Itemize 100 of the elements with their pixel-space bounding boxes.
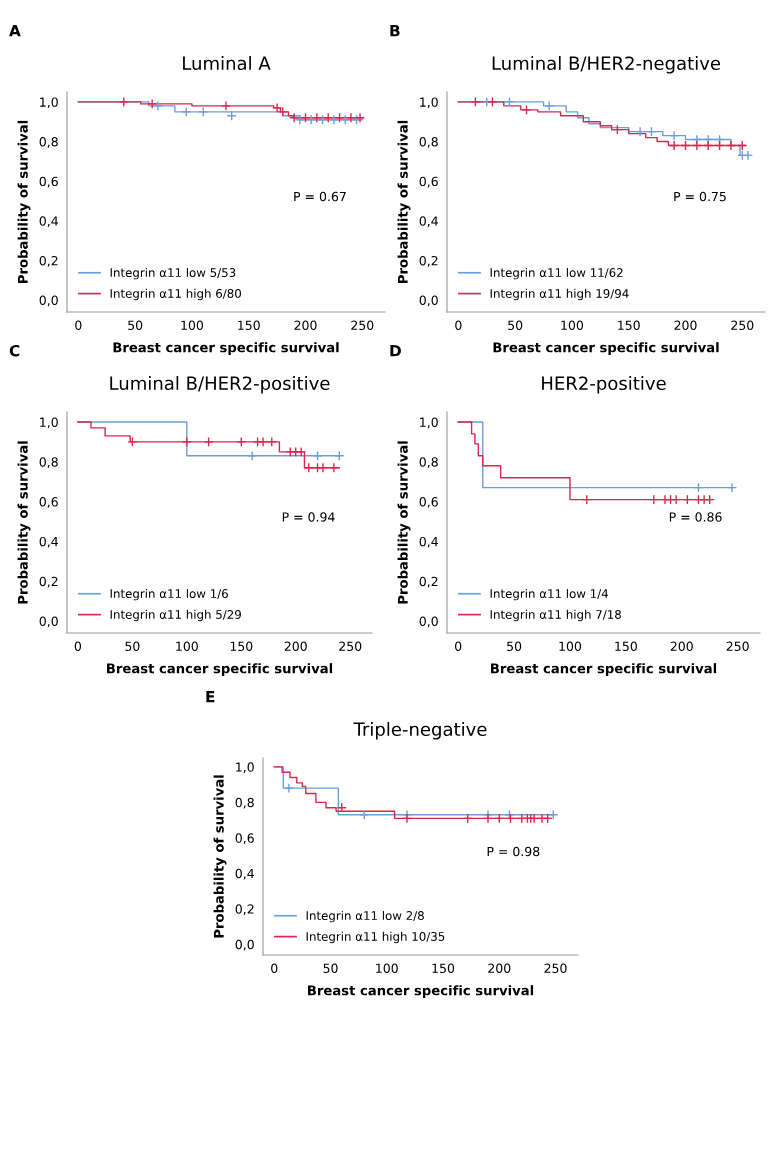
legend-label: Integrin α11 low 1/4	[490, 588, 609, 601]
point	[725, 140, 737, 151]
y-tick-label: 1,0	[420, 417, 438, 429]
y-tick-label: 0,4	[235, 868, 254, 880]
y-tick-label: 0,4	[419, 536, 438, 548]
point	[296, 446, 307, 457]
annotation: P = 0.75	[674, 191, 726, 202]
chart-title: Luminal B/HER2-negative	[492, 56, 721, 74]
x-tick-label: 100	[176, 641, 198, 652]
x-tick-label: 50	[128, 320, 143, 331]
x-axis-title: Breast cancer specific survival	[491, 663, 717, 676]
y-tick-label: 0,4	[419, 216, 438, 228]
point	[236, 436, 247, 447]
x-tick-label: 250	[544, 963, 567, 974]
point	[487, 96, 498, 107]
legend-label: Integrin α11 low 5/53	[110, 267, 236, 280]
legend-label: Integrin α11 high 5/29	[110, 609, 241, 622]
y-tick-label: 0,0	[419, 616, 438, 628]
point	[317, 462, 329, 473]
y-tick-label: 0,4	[39, 216, 58, 228]
point	[669, 140, 680, 151]
x-tick-label: 150	[238, 320, 260, 331]
y-tick-label: 0,6	[39, 176, 58, 188]
y-tick-label: 1,0	[236, 762, 254, 774]
y-tick-label: 0,0	[235, 939, 254, 951]
y-axis-title: Probability of survival	[17, 120, 31, 283]
point	[306, 114, 317, 125]
x-tick-label: 150	[230, 641, 253, 652]
point	[691, 140, 702, 151]
point	[303, 462, 314, 473]
x-tick-label: 250	[339, 641, 362, 652]
point	[470, 96, 481, 107]
y-tick-label: 0,2	[235, 904, 254, 916]
annotation: P = 0.94	[282, 512, 335, 522]
point	[203, 436, 214, 447]
point	[247, 450, 258, 461]
x-tick-label: 100	[376, 963, 398, 974]
annotation: P = 0.86	[669, 512, 722, 522]
x-axis-title: Breast cancer specific survival	[107, 663, 333, 676]
y-tick-label: 1,0	[420, 97, 438, 109]
y-tick-label: 0,6	[419, 497, 438, 508]
x-tick-label: 150	[618, 320, 640, 331]
x-axis-title: Breast cancer specific survival	[493, 342, 719, 355]
legend-label: Integrin α11 low 11/62	[490, 267, 623, 280]
x-tick-label: 250	[731, 320, 754, 331]
x-tick-label: 0	[75, 320, 82, 331]
x-tick-label: 50	[507, 641, 522, 652]
chart-title: Triple-negative	[353, 722, 487, 740]
x-tick-label: 150	[615, 641, 637, 652]
point	[521, 104, 532, 115]
y-tick-label: 0,8	[419, 457, 438, 468]
y-tick-label: 0,8	[39, 457, 58, 468]
chart-title: Luminal B/HER2-positive	[110, 376, 330, 394]
legend-label: Integrin α11 high 19/94	[490, 288, 629, 301]
point	[669, 130, 680, 141]
point	[277, 106, 288, 117]
point	[181, 436, 192, 447]
point	[294, 114, 305, 125]
annotation: P = 0.98	[487, 846, 540, 857]
x-tick-label: 250	[726, 641, 749, 652]
legend-label: Integrin α11 low 2/8	[306, 910, 424, 923]
point	[289, 112, 300, 123]
y-tick-label: 0,2	[419, 255, 438, 267]
chart-title: HER2-positive	[542, 376, 666, 394]
y-tick-label: 0,6	[235, 833, 254, 845]
point	[634, 126, 646, 137]
y-tick-label: 0,0	[419, 295, 438, 307]
x-tick-label: 50	[125, 641, 140, 652]
text: A	[9, 25, 21, 37]
x-tick-label: 0	[74, 641, 82, 652]
text: C	[9, 344, 20, 357]
y-tick-label: 0,0	[39, 616, 58, 628]
legend-label: Integrin α11 low 1/6	[110, 588, 228, 601]
y-axis-title: Probability of survival	[17, 441, 31, 604]
point	[742, 150, 754, 161]
x-tick-label: 0	[455, 641, 462, 652]
legend-label: Integrin α11 high 10/35	[306, 931, 445, 944]
y-tick-label: 0,6	[419, 176, 438, 188]
x-tick-label: 200	[674, 320, 697, 331]
y-tick-label: 0,2	[39, 576, 58, 588]
point	[401, 813, 413, 824]
y-axis-title: Probability of survival	[213, 775, 227, 938]
point	[127, 436, 138, 447]
point	[272, 102, 283, 113]
point	[504, 96, 515, 107]
x-axis-title: Breast cancer specific survival	[308, 985, 534, 998]
annotation: P = 0.67	[294, 191, 346, 202]
point	[311, 112, 322, 123]
point	[283, 783, 294, 794]
y-tick-label: 1,0	[40, 97, 58, 109]
x-tick-label: 100	[181, 320, 204, 331]
point	[328, 462, 339, 473]
point	[181, 106, 192, 117]
x-tick-label: 200	[284, 641, 307, 652]
x-axis-title: Breast cancer specific survival	[113, 342, 339, 355]
chart-title: Luminal A	[183, 56, 271, 71]
y-tick-label: 0,8	[39, 137, 58, 148]
y-tick-label: 0,2	[419, 576, 438, 588]
point	[220, 100, 232, 111]
point	[354, 112, 366, 123]
